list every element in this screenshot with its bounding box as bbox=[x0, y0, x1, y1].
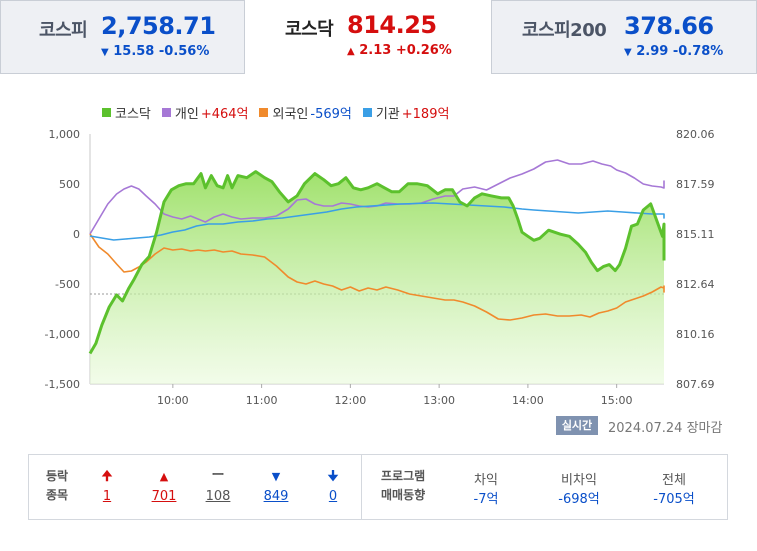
x-tick-label: 13:00 bbox=[423, 394, 455, 407]
legend-label: 코스닥 bbox=[115, 106, 151, 122]
y-right-tick-label: 817.59 bbox=[676, 178, 715, 191]
chart-lines-layer bbox=[88, 170, 666, 355]
index-change-text: 2.13 +0.26% bbox=[359, 43, 452, 58]
chart-area-layer bbox=[89, 159, 665, 384]
tab-kospi200[interactable]: 코스피200 378.66 ▼ 2.99 -0.78% bbox=[491, 0, 757, 74]
legend-label: 외국인 bbox=[272, 106, 309, 122]
breadth-value-down[interactable]: 849 bbox=[263, 489, 289, 504]
chart-legend: 코스닥 개인 +464억 외국인 -569억 기관 +189억 bbox=[102, 103, 460, 122]
panel-divider bbox=[361, 455, 362, 519]
legend-label: 개인 bbox=[174, 106, 199, 122]
legend-swatch bbox=[102, 107, 111, 117]
limit-down-icon: 🠋 bbox=[327, 469, 339, 484]
legend-item-institution: 기관 +189억 bbox=[362, 103, 450, 122]
index-change: ▲ 2.13 +0.26% bbox=[347, 43, 452, 58]
y-right-tick-label: 815.11 bbox=[676, 228, 715, 241]
program-label-bottom: 매매동향 bbox=[381, 488, 426, 502]
y-left-tick-label: -1,500 bbox=[45, 378, 80, 391]
y-left-tick-label: 1,000 bbox=[49, 128, 81, 141]
index-value: 814.25 bbox=[347, 11, 437, 39]
index-tabs: 코스피 2,758.71 ▼ 15.58 -0.56% 코스닥 814.25 ▲… bbox=[0, 0, 757, 74]
index-name: 코스닥 bbox=[285, 19, 334, 40]
index-value: 2,758.71 bbox=[101, 12, 216, 40]
y-left-tick-label: -1,000 bbox=[45, 328, 80, 341]
index-name: 코스피 bbox=[39, 20, 88, 41]
legend-amount: +464억 bbox=[200, 106, 249, 122]
down-triangle-icon: ▼ bbox=[271, 470, 281, 483]
legend-item-foreign: 외국인 -569억 bbox=[259, 103, 352, 122]
x-tick-label: 10:00 bbox=[157, 394, 189, 407]
breadth-value-unchanged[interactable]: 108 bbox=[205, 489, 231, 504]
y-right-tick-label: 812.64 bbox=[676, 278, 715, 291]
legend-amount: -569억 bbox=[310, 106, 352, 122]
intraday-chart: 1,000 500 0 -500 -1,000 -1,500 820.06 817.59 815… bbox=[45, 128, 715, 407]
series-line-외국인 bbox=[89, 233, 665, 321]
index-change: ▼ 15.58 -0.56% bbox=[101, 44, 209, 59]
y-left-tick-label: 0 bbox=[73, 228, 80, 241]
x-tick-label: 14:00 bbox=[512, 394, 544, 407]
y-right-tick-label: 810.16 bbox=[676, 328, 715, 341]
y-left-tick-label: -500 bbox=[55, 278, 80, 291]
index-change-text: 15.58 -0.56% bbox=[113, 44, 210, 59]
tab-kospi[interactable]: 코스피 2,758.71 ▼ 15.58 -0.56% bbox=[0, 0, 245, 74]
x-tick-label: 11:00 bbox=[246, 394, 278, 407]
y-right-tick-label: 820.06 bbox=[676, 128, 715, 141]
program-label-top: 프로그램 bbox=[381, 469, 426, 483]
legend-swatch bbox=[259, 107, 269, 117]
legend-label: 기관 bbox=[375, 106, 400, 122]
legend-amount: +189억 bbox=[401, 106, 450, 122]
index-name: 코스피200 bbox=[522, 20, 607, 41]
realtime-badge[interactable]: 실시간 bbox=[556, 416, 598, 435]
date-status: 2024.07.24 장마감 bbox=[608, 421, 723, 436]
limit-up-icon: 🠉 bbox=[101, 469, 113, 484]
x-tick-label: 12:00 bbox=[335, 394, 367, 407]
program-header-arbitrage: 차익 bbox=[474, 473, 498, 488]
index-change-text: 2.99 -0.78% bbox=[636, 44, 724, 59]
legend-item-kosdaq: 코스닥 bbox=[102, 103, 151, 122]
y-right-tick-label: 807.69 bbox=[676, 378, 715, 391]
program-value-arbitrage: -7억 bbox=[473, 492, 499, 507]
legend-item-individual: 개인 +464억 bbox=[161, 103, 249, 122]
program-header-total: 전체 bbox=[662, 473, 686, 488]
market-breadth-panel: 등락 종목 🠉 1 ▲ 701 ー 108 ▼ 849 🠋 0 프로그램 매매동… bbox=[28, 454, 728, 520]
legend-swatch bbox=[362, 107, 372, 117]
up-arrow-icon: ▲ bbox=[347, 46, 355, 57]
program-header-non-arbitrage: 비차익 bbox=[561, 473, 597, 488]
tab-kosdaq[interactable]: 코스닥 814.25 ▲ 2.13 +0.26% bbox=[244, 0, 492, 74]
breadth-label-bottom: 종목 bbox=[46, 488, 69, 502]
breadth-value-limit-down[interactable]: 0 bbox=[328, 489, 338, 504]
chart-axes: 1,000 500 0 -500 -1,000 -1,500 820.06 817.59 815… bbox=[45, 128, 715, 407]
unchanged-dash-icon: ー bbox=[211, 468, 225, 483]
legend-swatch bbox=[161, 107, 171, 117]
program-value-total: -705억 bbox=[653, 492, 695, 507]
breadth-label-top: 등락 bbox=[46, 469, 69, 483]
breadth-value-limit-up[interactable]: 1 bbox=[102, 489, 112, 504]
program-value-non-arbitrage: -698억 bbox=[558, 492, 600, 507]
breadth-value-up[interactable]: 701 bbox=[151, 489, 177, 504]
series-area-코스닥 bbox=[90, 171, 664, 384]
series-line-코스닥 bbox=[88, 170, 666, 355]
index-value: 378.66 bbox=[624, 12, 714, 40]
index-change: ▼ 2.99 -0.78% bbox=[624, 44, 723, 59]
down-arrow-icon: ▼ bbox=[624, 47, 632, 58]
x-tick-label: 15:00 bbox=[601, 394, 633, 407]
series-line-개인 bbox=[89, 159, 665, 235]
y-left-tick-label: 500 bbox=[59, 178, 80, 191]
down-arrow-icon: ▼ bbox=[101, 47, 109, 58]
up-triangle-icon: ▲ bbox=[159, 470, 169, 483]
